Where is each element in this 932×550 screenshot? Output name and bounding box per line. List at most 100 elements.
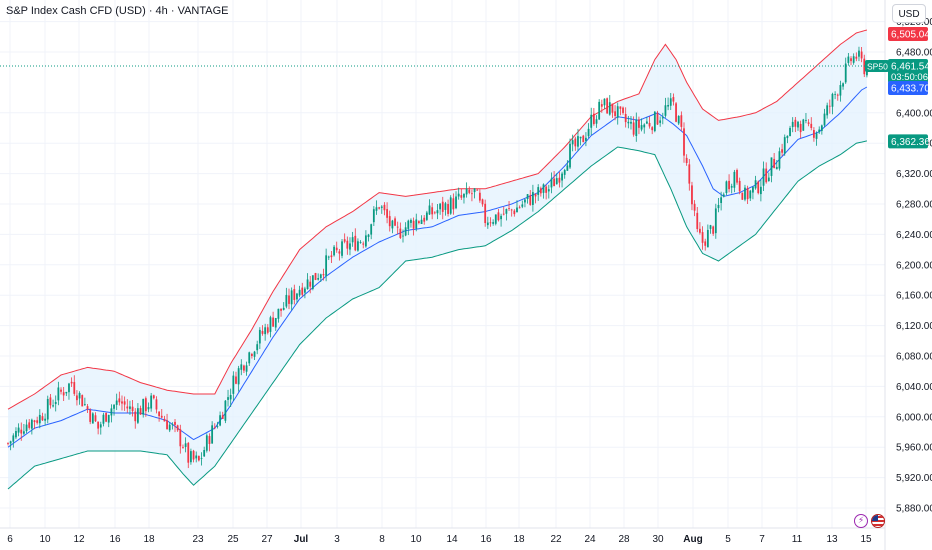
candle — [762, 161, 765, 191]
candle — [232, 371, 235, 401]
candle-body — [89, 409, 92, 422]
candle — [309, 276, 312, 294]
candle-body — [553, 178, 556, 187]
candle — [187, 441, 190, 469]
candle — [566, 160, 569, 171]
candle — [121, 395, 123, 411]
x-tick-label: 15 — [860, 534, 872, 545]
candle — [791, 117, 794, 133]
candle-body — [155, 399, 158, 410]
candle — [802, 118, 805, 131]
candle — [253, 350, 256, 360]
candle-body — [28, 422, 31, 428]
candle-body — [550, 178, 553, 188]
candle — [571, 134, 574, 152]
candle — [505, 208, 508, 221]
candle-body — [603, 98, 606, 106]
candle-body — [447, 204, 449, 214]
candle-body — [23, 431, 25, 434]
candle — [656, 110, 659, 125]
candle — [441, 196, 444, 220]
candle-body — [341, 241, 343, 256]
candle — [651, 126, 654, 135]
candle — [431, 202, 434, 220]
candle-body — [306, 279, 309, 290]
candle-body — [701, 232, 704, 243]
candle — [30, 418, 33, 435]
candle-body — [224, 400, 227, 421]
candle-body — [304, 288, 306, 293]
candle — [736, 168, 738, 185]
candle — [208, 433, 211, 452]
us-flag-icon[interactable] — [871, 514, 885, 528]
candle-body — [200, 457, 203, 459]
candle — [828, 99, 831, 114]
candle-body — [651, 127, 654, 131]
candle-body — [677, 115, 680, 124]
candle-body — [383, 204, 386, 211]
candle-body — [749, 190, 752, 199]
candle-body — [150, 395, 153, 409]
candle-body — [733, 171, 736, 188]
candle-body — [486, 222, 489, 226]
candle — [182, 444, 184, 449]
candle-body — [481, 199, 484, 205]
candle — [555, 173, 558, 185]
candle — [115, 393, 118, 411]
candle — [820, 124, 823, 135]
candle — [118, 391, 121, 406]
candle-body — [158, 411, 161, 417]
candle — [752, 186, 754, 200]
candle-body — [415, 219, 418, 229]
candle — [606, 97, 609, 114]
candle-body — [569, 143, 571, 168]
y-tick-label: 6,080.00 — [896, 352, 932, 363]
candle — [725, 180, 728, 196]
candle — [473, 188, 476, 199]
candle-body — [359, 242, 362, 243]
candle-body — [86, 406, 89, 410]
candle-body — [611, 103, 614, 113]
chart-title[interactable]: S&P Index Cash CFD (USD) · 4h · VANTAGE — [6, 5, 229, 17]
candle — [410, 218, 412, 228]
upper-band-tag-bg — [888, 27, 928, 41]
candle-body — [235, 376, 237, 384]
x-tick-label: 16 — [109, 534, 121, 545]
candle — [378, 206, 381, 210]
candle — [680, 111, 683, 131]
candle — [839, 80, 842, 102]
candle-body — [794, 119, 797, 127]
y-tick-label: 6,200.00 — [896, 260, 932, 271]
candle-body — [346, 240, 349, 249]
candle — [513, 209, 516, 217]
candle — [415, 213, 418, 232]
candle-body — [752, 186, 754, 193]
candle — [661, 112, 664, 125]
candle — [359, 240, 362, 244]
lightning-icon[interactable]: ⚡ — [854, 514, 868, 528]
candle — [7, 442, 9, 446]
candle — [691, 181, 693, 211]
candle-body — [296, 293, 298, 300]
currency-button[interactable]: USD — [892, 4, 926, 23]
candle-body — [608, 102, 611, 115]
candle — [738, 177, 741, 195]
candle — [192, 449, 195, 463]
candle — [688, 158, 691, 191]
candle-body — [714, 208, 717, 234]
candle-body — [759, 186, 762, 195]
candle — [375, 200, 378, 215]
candle — [630, 116, 632, 130]
candle — [449, 195, 452, 215]
candle — [126, 399, 129, 413]
candle — [12, 433, 15, 448]
candle-body — [317, 278, 320, 280]
candle — [632, 116, 635, 137]
candle-body — [229, 395, 232, 400]
candle-body — [781, 149, 783, 153]
candle — [659, 116, 662, 127]
candle-body — [367, 234, 370, 237]
candle-body — [243, 365, 245, 371]
candle — [227, 389, 229, 407]
